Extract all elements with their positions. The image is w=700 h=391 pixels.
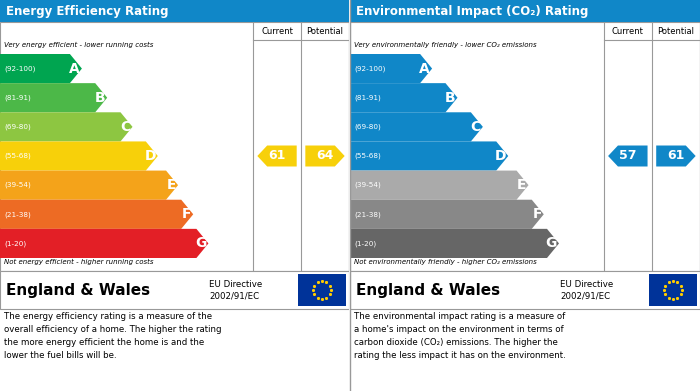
Text: Potential: Potential (307, 27, 344, 36)
Polygon shape (350, 112, 483, 142)
Bar (649, 274, 697, 306)
Polygon shape (350, 54, 432, 83)
Text: (1-20): (1-20) (4, 240, 26, 247)
Polygon shape (350, 170, 528, 200)
Text: 64: 64 (316, 149, 334, 163)
Polygon shape (0, 142, 158, 170)
Polygon shape (258, 145, 297, 167)
Text: (55-68): (55-68) (354, 153, 381, 159)
Polygon shape (0, 83, 107, 112)
Text: A: A (69, 61, 80, 75)
Text: The energy efficiency rating is a measure of the
overall efficiency of a home. T: The energy efficiency rating is a measur… (4, 312, 221, 360)
Text: Potential: Potential (657, 27, 694, 36)
Text: G: G (545, 237, 557, 250)
Text: (81-91): (81-91) (354, 95, 381, 101)
Text: 61: 61 (667, 149, 685, 163)
Text: (39-54): (39-54) (4, 182, 31, 188)
Text: Energy Efficiency Rating: Energy Efficiency Rating (6, 5, 169, 18)
Text: England & Wales: England & Wales (6, 283, 150, 298)
Text: Current: Current (612, 27, 644, 36)
Text: B: B (445, 91, 456, 105)
Polygon shape (0, 112, 132, 142)
Text: 57: 57 (619, 149, 636, 163)
Bar (0, 309, 349, 391)
Text: England & Wales: England & Wales (356, 283, 500, 298)
Text: B: B (94, 91, 105, 105)
Text: (69-80): (69-80) (4, 124, 31, 130)
Polygon shape (0, 229, 209, 258)
Text: Very environmentally friendly - lower CO₂ emissions: Very environmentally friendly - lower CO… (354, 42, 537, 48)
Text: (81-91): (81-91) (4, 95, 31, 101)
Polygon shape (350, 83, 458, 112)
Polygon shape (0, 200, 193, 229)
Text: (69-80): (69-80) (354, 124, 381, 130)
Bar (350, 0, 700, 22)
Polygon shape (350, 142, 508, 170)
Text: EU Directive
2002/91/EC: EU Directive 2002/91/EC (209, 280, 262, 300)
Text: 61: 61 (268, 149, 286, 163)
Text: E: E (517, 178, 526, 192)
Text: C: C (470, 120, 481, 134)
Text: (39-54): (39-54) (354, 182, 381, 188)
Text: G: G (195, 237, 206, 250)
Text: (21-38): (21-38) (4, 211, 31, 217)
Text: D: D (144, 149, 156, 163)
Text: F: F (182, 207, 191, 221)
Polygon shape (0, 170, 178, 200)
Polygon shape (656, 145, 696, 167)
Polygon shape (608, 145, 648, 167)
Text: The environmental impact rating is a measure of
a home's impact on the environme: The environmental impact rating is a mea… (354, 312, 566, 360)
Polygon shape (350, 229, 559, 258)
Text: (1-20): (1-20) (354, 240, 376, 247)
Text: D: D (495, 149, 506, 163)
Text: (21-38): (21-38) (354, 211, 381, 217)
Polygon shape (305, 145, 344, 167)
Text: F: F (532, 207, 542, 221)
Text: (92-100): (92-100) (354, 65, 386, 72)
Text: E: E (167, 178, 176, 192)
Text: Not energy efficient - higher running costs: Not energy efficient - higher running co… (4, 259, 153, 265)
Text: EU Directive
2002/91/EC: EU Directive 2002/91/EC (560, 280, 613, 300)
Bar (350, 309, 700, 391)
Text: Current: Current (261, 27, 293, 36)
Bar (0, 271, 349, 309)
Text: Environmental Impact (CO₂) Rating: Environmental Impact (CO₂) Rating (356, 5, 589, 18)
Bar (350, 22, 700, 271)
Text: Not environmentally friendly - higher CO₂ emissions: Not environmentally friendly - higher CO… (354, 259, 537, 265)
Text: A: A (419, 61, 430, 75)
Bar (0, 22, 349, 271)
Text: (92-100): (92-100) (4, 65, 36, 72)
Polygon shape (350, 200, 544, 229)
Text: Very energy efficient - lower running costs: Very energy efficient - lower running co… (4, 42, 153, 48)
Text: C: C (120, 120, 130, 134)
Bar (350, 271, 700, 309)
Bar (298, 274, 346, 306)
Bar (0, 0, 349, 22)
Text: (55-68): (55-68) (4, 153, 31, 159)
Polygon shape (0, 54, 82, 83)
